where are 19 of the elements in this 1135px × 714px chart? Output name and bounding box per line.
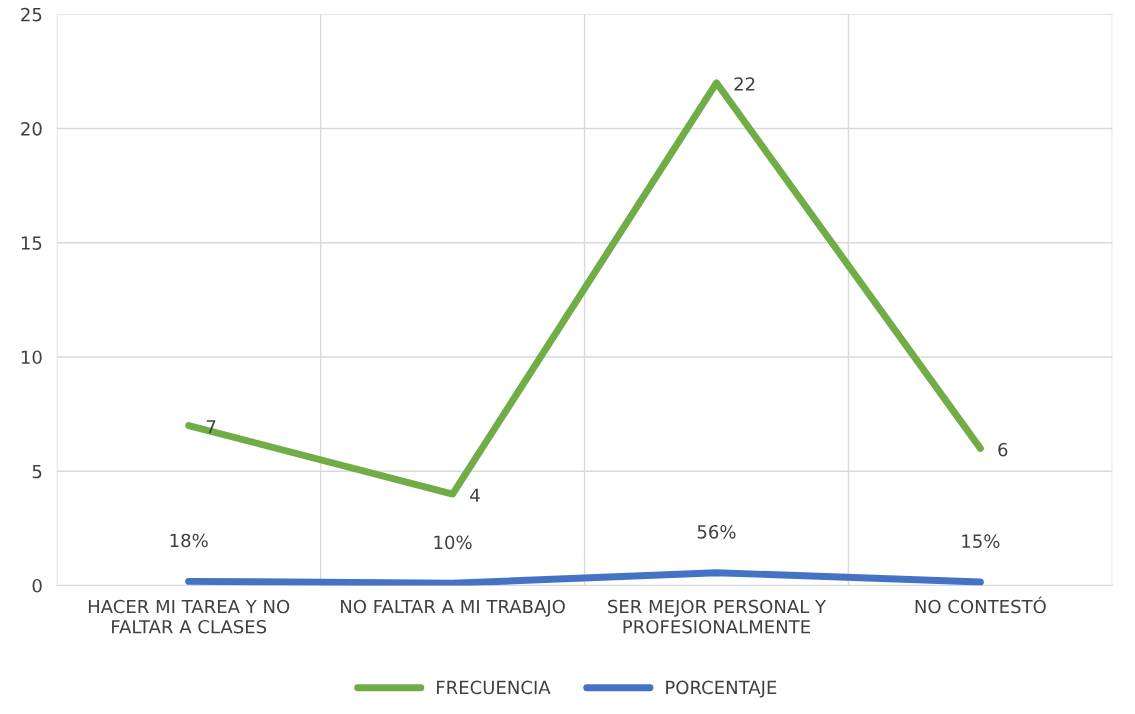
x-tick-label: SER MEJOR PERSONAL Y PROFESIONALMENTE	[608, 599, 827, 634]
y-tick-label: 0	[32, 578, 42, 593]
y-tick-label: 5	[32, 464, 42, 479]
data-label: 10%	[434, 535, 472, 550]
data-label: 6	[998, 442, 1008, 457]
data-label: 18%	[170, 533, 208, 548]
y-tick-label: 15	[21, 236, 42, 250]
x-tick-label: HACER MI TAREA Y NO FALTAR A CLASES	[88, 599, 290, 634]
y-tick-label: 10	[21, 350, 42, 365]
y-tick-label: 25	[21, 7, 42, 22]
x-tick-label: NO FALTAR A MI TRABAJO	[341, 599, 565, 617]
data-label: 56%	[697, 524, 736, 539]
data-label: 22	[734, 77, 755, 91]
x-tick-label: NO CONTESTÓ	[915, 596, 1046, 614]
y-tick-label: 20	[21, 121, 42, 136]
legend-label: PORCENTAJE	[666, 680, 777, 698]
legend-label: FRECUENCIA	[437, 680, 551, 695]
data-label: 15%	[962, 534, 1000, 548]
data-label: 4	[470, 488, 480, 502]
